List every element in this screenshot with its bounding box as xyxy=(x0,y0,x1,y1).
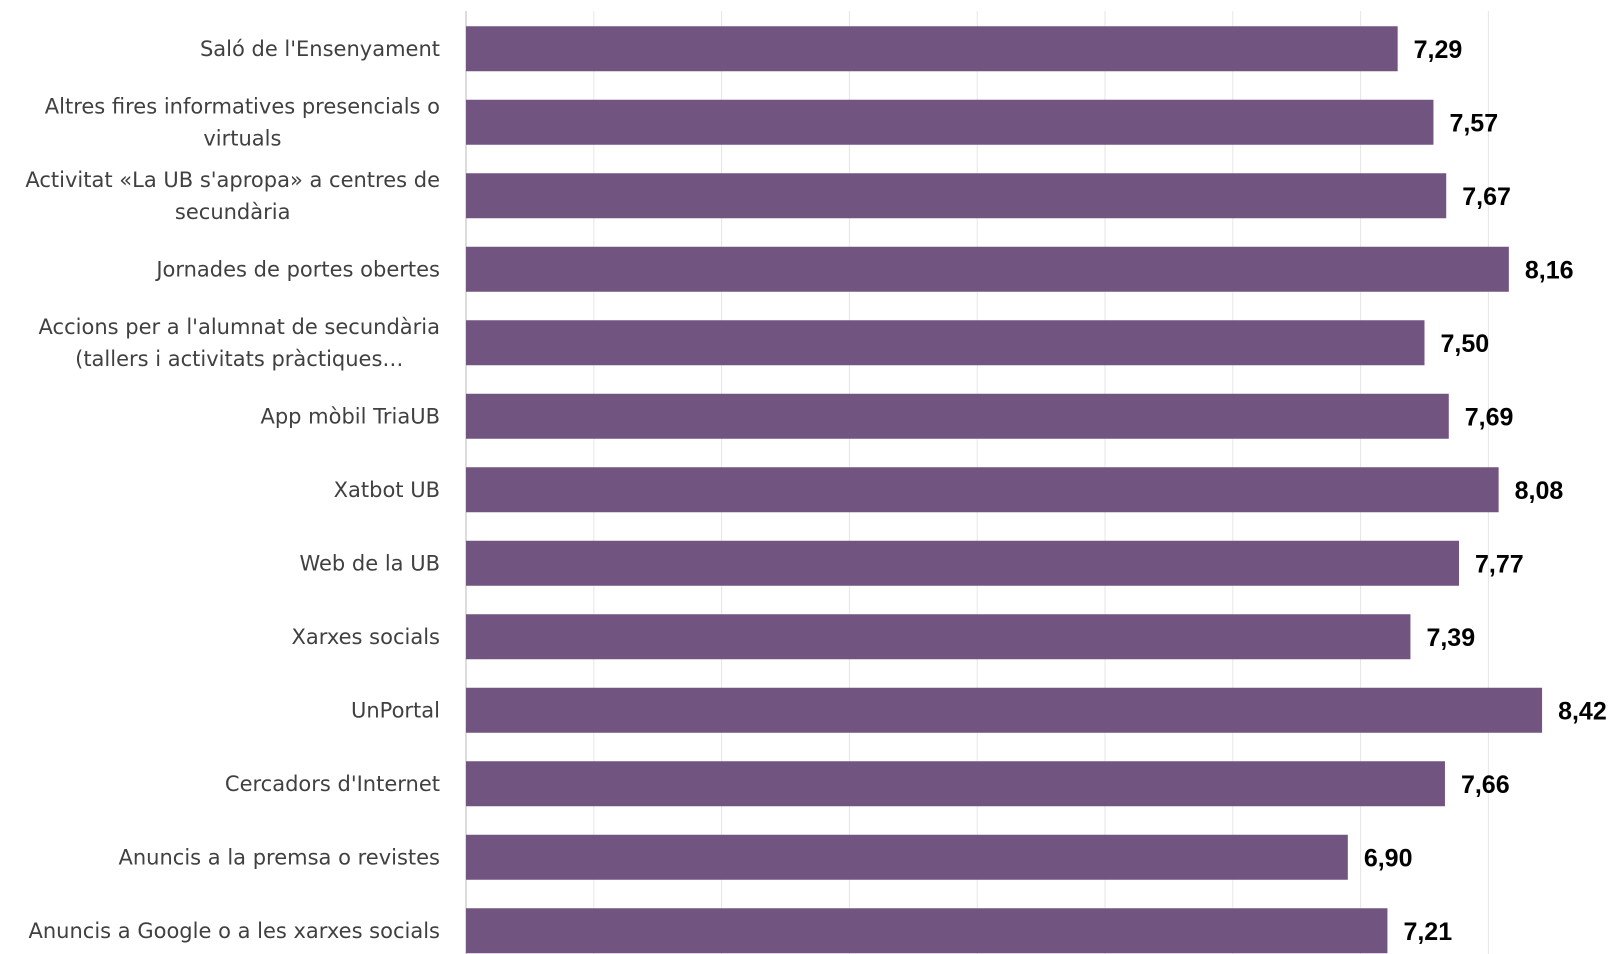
bar xyxy=(466,320,1425,366)
bar xyxy=(466,614,1411,660)
bar xyxy=(466,467,1499,513)
data-label: 7,67 xyxy=(1462,183,1511,211)
value-labels: 7,29 7,57 7,67 8,16 7,50 7,69 8,08 7,77 7,39 8,42… xyxy=(1364,36,1607,946)
data-label: 7,66 xyxy=(1461,771,1510,799)
category-tick-label: Anuncis a Google o a les xarxes socials xyxy=(29,919,441,943)
category-tick-label: App mòbil TriaUB xyxy=(260,404,440,428)
category-tick-label: secundària xyxy=(175,200,291,224)
data-label: 8,16 xyxy=(1525,256,1574,284)
category-tick-label: virtuals xyxy=(203,126,281,150)
category-tick-label: Web de la UB xyxy=(299,551,440,575)
bar xyxy=(466,26,1398,72)
data-label: 7,21 xyxy=(1403,918,1452,946)
data-label: 8,42 xyxy=(1558,697,1607,725)
bar xyxy=(466,246,1509,292)
category-tick-label: (tallers i activitats pràctiques… xyxy=(75,347,403,371)
data-label: 7,29 xyxy=(1414,36,1463,64)
data-label: 7,69 xyxy=(1465,403,1514,431)
data-label: 7,57 xyxy=(1449,109,1498,137)
category-tick-label: Jornades de portes obertes xyxy=(154,257,440,281)
data-label: 6,90 xyxy=(1364,844,1413,872)
bar xyxy=(466,761,1445,807)
data-label: 7,50 xyxy=(1441,330,1490,358)
bar xyxy=(466,393,1449,439)
category-tick-label: Saló de l'Ensenyament xyxy=(200,37,440,61)
bar xyxy=(466,687,1543,733)
category-tick-label: UnPortal xyxy=(351,698,440,722)
bar xyxy=(466,908,1388,954)
data-label: 7,77 xyxy=(1475,550,1524,578)
category-tick-label: Altres fires informatives presencials o xyxy=(45,94,440,118)
category-labels: Saló de l'Ensenyament Altres fires inform… xyxy=(25,37,440,943)
data-label: 8,08 xyxy=(1515,477,1564,505)
bars xyxy=(466,26,1543,954)
category-tick-label: Xatbot UB xyxy=(334,478,440,502)
bar xyxy=(466,540,1460,586)
bar xyxy=(466,173,1447,219)
bar xyxy=(466,99,1434,145)
category-tick-label: Accions per a l'alumnat de secundària xyxy=(39,315,440,339)
category-tick-label: Activitat «La UB s'apropa» a centres de xyxy=(25,168,440,192)
bar xyxy=(466,834,1348,880)
data-label: 7,39 xyxy=(1426,624,1475,652)
category-tick-label: Cercadors d'Internet xyxy=(225,772,440,796)
category-tick-label: Xarxes socials xyxy=(292,625,440,649)
category-tick-label: Anuncis a la premsa o revistes xyxy=(119,845,441,869)
